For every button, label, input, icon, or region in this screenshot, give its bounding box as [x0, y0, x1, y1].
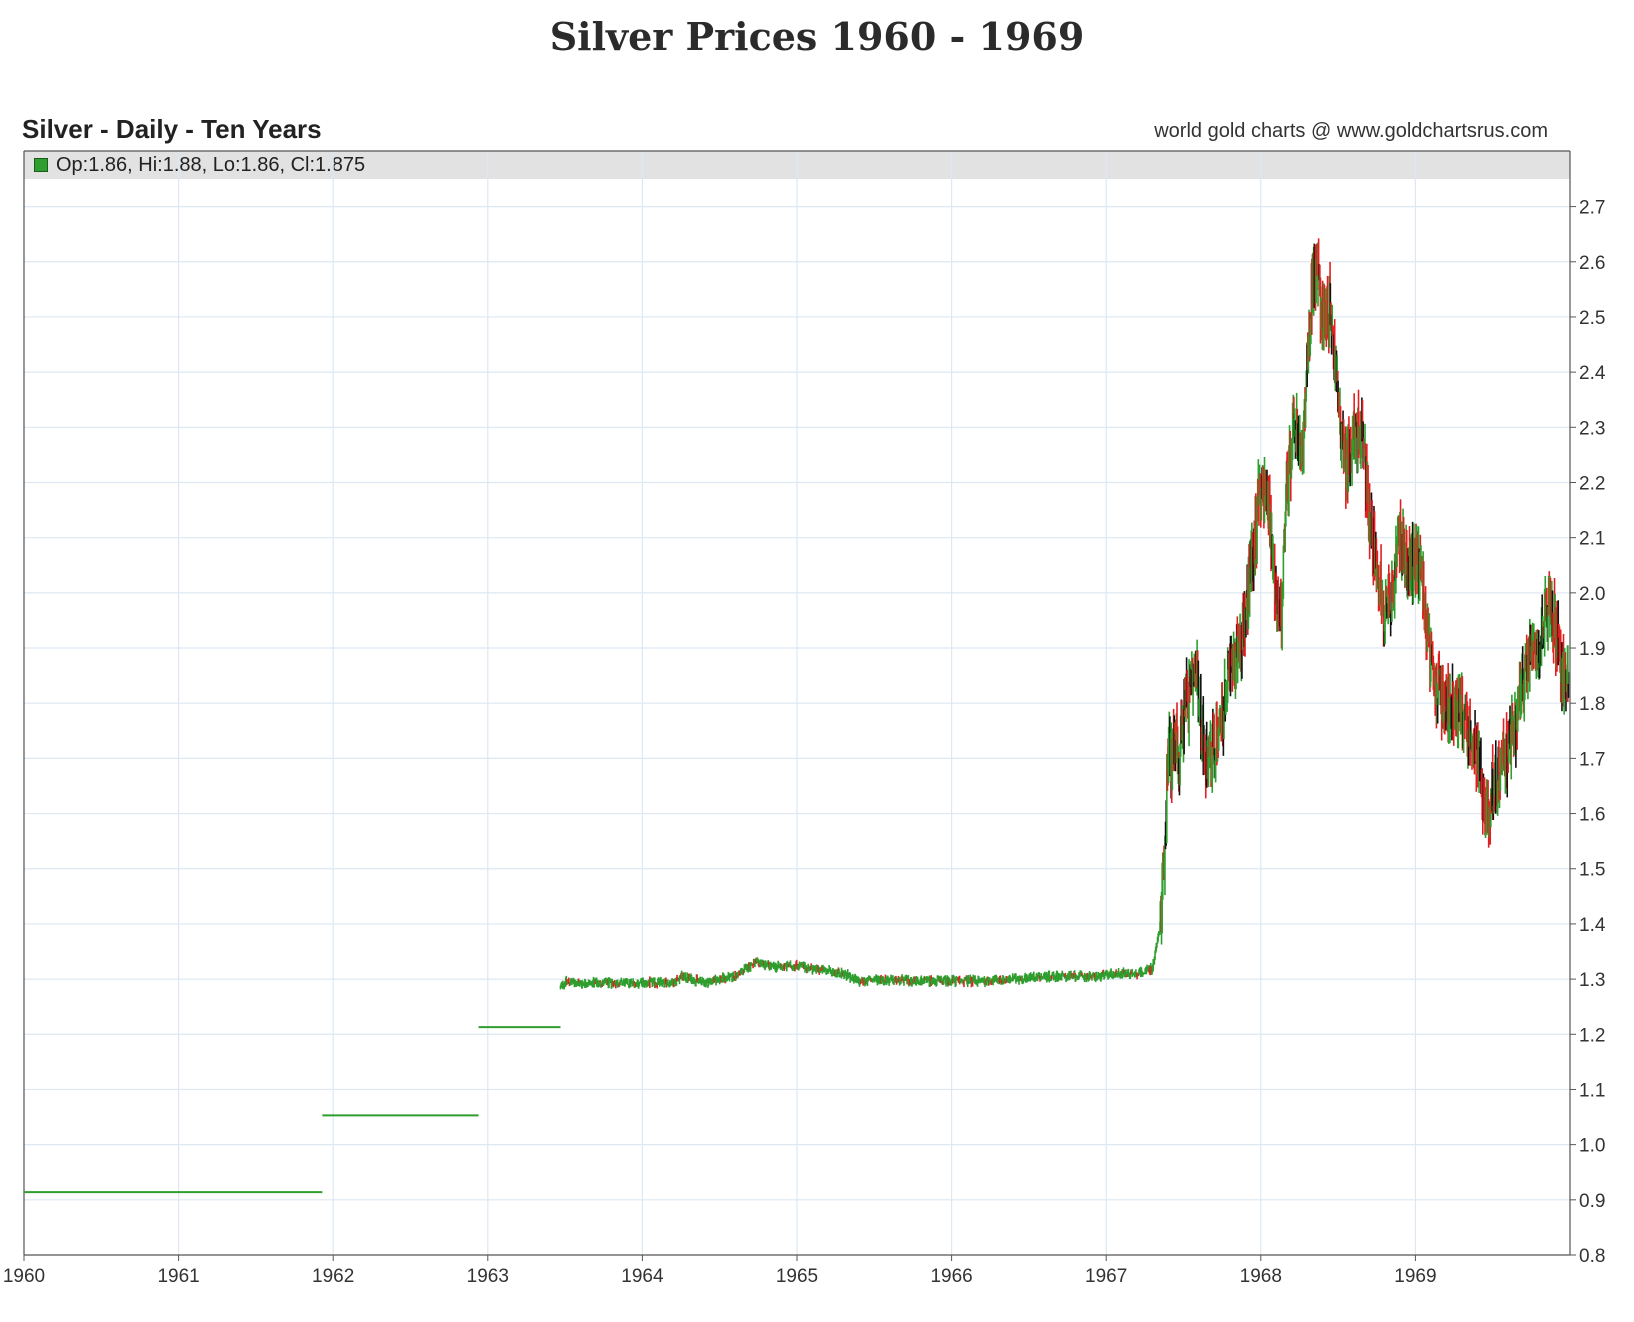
y-tick-label: 2.2	[1579, 473, 1605, 494]
y-tick-label: 2.1	[1579, 529, 1605, 550]
y-tick-label: 1.0	[1579, 1136, 1605, 1157]
series-layer	[24, 238, 1570, 1194]
y-tick-label: 2.4	[1579, 363, 1606, 384]
x-tick-label: 1965	[776, 1266, 818, 1287]
chart-heading: Silver - Daily - Ten Years	[22, 114, 322, 144]
y-tick-label: 1.5	[1579, 860, 1605, 881]
legend-swatch	[34, 158, 48, 172]
y-tick-label: 2.6	[1579, 253, 1605, 274]
page-title: Silver Prices 1960 - 1969	[549, 14, 1085, 59]
y-tick-label: 2.5	[1579, 308, 1605, 329]
x-tick-label: 1968	[1240, 1266, 1282, 1287]
x-tick-label: 1967	[1085, 1266, 1127, 1287]
y-tick-label: 1.7	[1579, 749, 1605, 770]
y-tick-label: 2.3	[1579, 418, 1605, 439]
y-tick-label: 1.6	[1579, 805, 1605, 826]
x-tick-label: 1960	[3, 1266, 45, 1287]
y-tick-label: 1.8	[1579, 694, 1605, 715]
y-tick-label: 0.9	[1579, 1191, 1605, 1212]
ohlc-readout: Op:1.86, Hi:1.88, Lo:1.86, Cl:1.875	[56, 154, 366, 176]
y-tick-label: 2.7	[1579, 198, 1605, 219]
y-tick-label: 2.0	[1579, 584, 1605, 605]
x-tick-label: 1961	[157, 1266, 199, 1287]
y-tick-label: 1.3	[1579, 970, 1605, 991]
source-note: world gold charts @ www.goldchartsrus.co…	[1154, 120, 1548, 142]
grid-layer	[24, 151, 1570, 1255]
y-tick-label: 0.8	[1579, 1246, 1605, 1267]
x-axis: 1960 1961 1962 1963 1964 1965 1966 1967 1968 1969	[3, 1255, 1437, 1287]
y-axis: 0.8 0.9 1.0 1.1 1.2 1.3 1.4 1.5 1.6 1.7 1.8 1.9 2.0 2…	[1570, 198, 1606, 1267]
y-tick-label: 1.2	[1579, 1025, 1605, 1046]
x-tick-label: 1963	[467, 1266, 509, 1287]
x-tick-label: 1966	[930, 1266, 972, 1287]
x-tick-label: 1969	[1394, 1266, 1436, 1287]
y-tick-label: 1.1	[1579, 1080, 1605, 1101]
y-tick-label: 1.9	[1579, 639, 1605, 660]
y-tick-label: 1.4	[1579, 915, 1606, 936]
x-tick-label: 1964	[621, 1266, 664, 1287]
x-tick-label: 1962	[312, 1266, 354, 1287]
